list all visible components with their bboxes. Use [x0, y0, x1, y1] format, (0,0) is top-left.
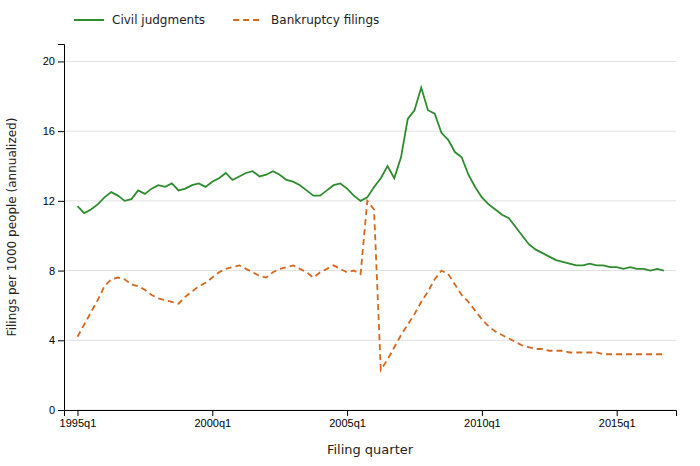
x-tick: 2000q1: [194, 410, 231, 429]
legend-item: Bankruptcy filings: [233, 13, 379, 27]
grid-line: [64, 270, 676, 271]
y-tick-label: 16: [43, 125, 55, 137]
y-tick-label: 0: [49, 404, 55, 416]
y-tick-mark: [58, 340, 64, 341]
y-tick-mark: [58, 410, 64, 411]
x-tick: 1995q1: [60, 410, 97, 429]
legend-label: Civil judgments: [112, 13, 205, 27]
y-tick: 12: [43, 195, 64, 207]
legend-swatch: [233, 19, 263, 21]
series-line: [77, 201, 663, 370]
y-tick: 0: [49, 404, 64, 416]
y-axis-line: [58, 45, 65, 411]
legend-swatch: [74, 19, 104, 21]
y-tick-mark: [58, 61, 64, 62]
legend-label: Bankruptcy filings: [271, 13, 379, 27]
x-tick: 2010q1: [464, 410, 501, 429]
legend: Civil judgments Bankruptcy filings: [74, 13, 379, 27]
y-tick: 8: [49, 265, 64, 277]
y-tick: 16: [43, 125, 64, 137]
x-tick-mark: [482, 410, 483, 416]
grid: [64, 61, 676, 410]
grid-line: [64, 131, 676, 132]
chart: 1995q1 2000q1 2005q1 2010q1 2015q1 0 4 8 12 16 20 F…: [0, 0, 700, 466]
x-axis: 1995q1 2000q1 2005q1 2010q1 2015q1: [60, 410, 677, 429]
x-tick-label: 1995q1: [60, 417, 97, 429]
lines: [77, 88, 663, 370]
x-axis-line: [65, 411, 677, 417]
x-tick: 2015q1: [599, 410, 636, 429]
series-line: [77, 88, 663, 271]
x-tick-label: 2010q1: [464, 417, 501, 429]
x-tick-mark: [617, 410, 618, 416]
x-tick-label: 2000q1: [194, 417, 231, 429]
x-axis-title: Filing quarter: [327, 442, 414, 457]
y-tick-label: 8: [49, 265, 55, 277]
plot: 1995q1 2000q1 2005q1 2010q1 2015q1 0 4 8 12 16 20: [43, 45, 677, 429]
y-axis-title: Filings per 1000 people (annualized): [5, 118, 19, 337]
x-tick-mark: [77, 410, 78, 416]
y-tick-mark: [58, 131, 64, 132]
grid-line: [64, 340, 676, 341]
x-tick-label: 2005q1: [329, 417, 366, 429]
x-tick-mark: [212, 410, 213, 416]
grid-line: [64, 200, 676, 201]
x-tick-mark: [347, 410, 348, 416]
y-tick-label: 12: [43, 195, 55, 207]
y-tick-mark: [58, 201, 64, 202]
y-tick-label: 4: [49, 334, 55, 346]
legend-item: Civil judgments: [74, 13, 205, 27]
x-tick-label: 2015q1: [599, 417, 636, 429]
grid-line: [64, 61, 676, 62]
y-tick-mark: [58, 271, 64, 272]
y-axis: 0 4 8 12 16 20: [43, 45, 65, 417]
y-tick: 20: [43, 55, 64, 67]
x-tick: 2005q1: [329, 410, 366, 429]
y-tick-label: 20: [43, 55, 55, 67]
y-tick: 4: [49, 334, 64, 346]
